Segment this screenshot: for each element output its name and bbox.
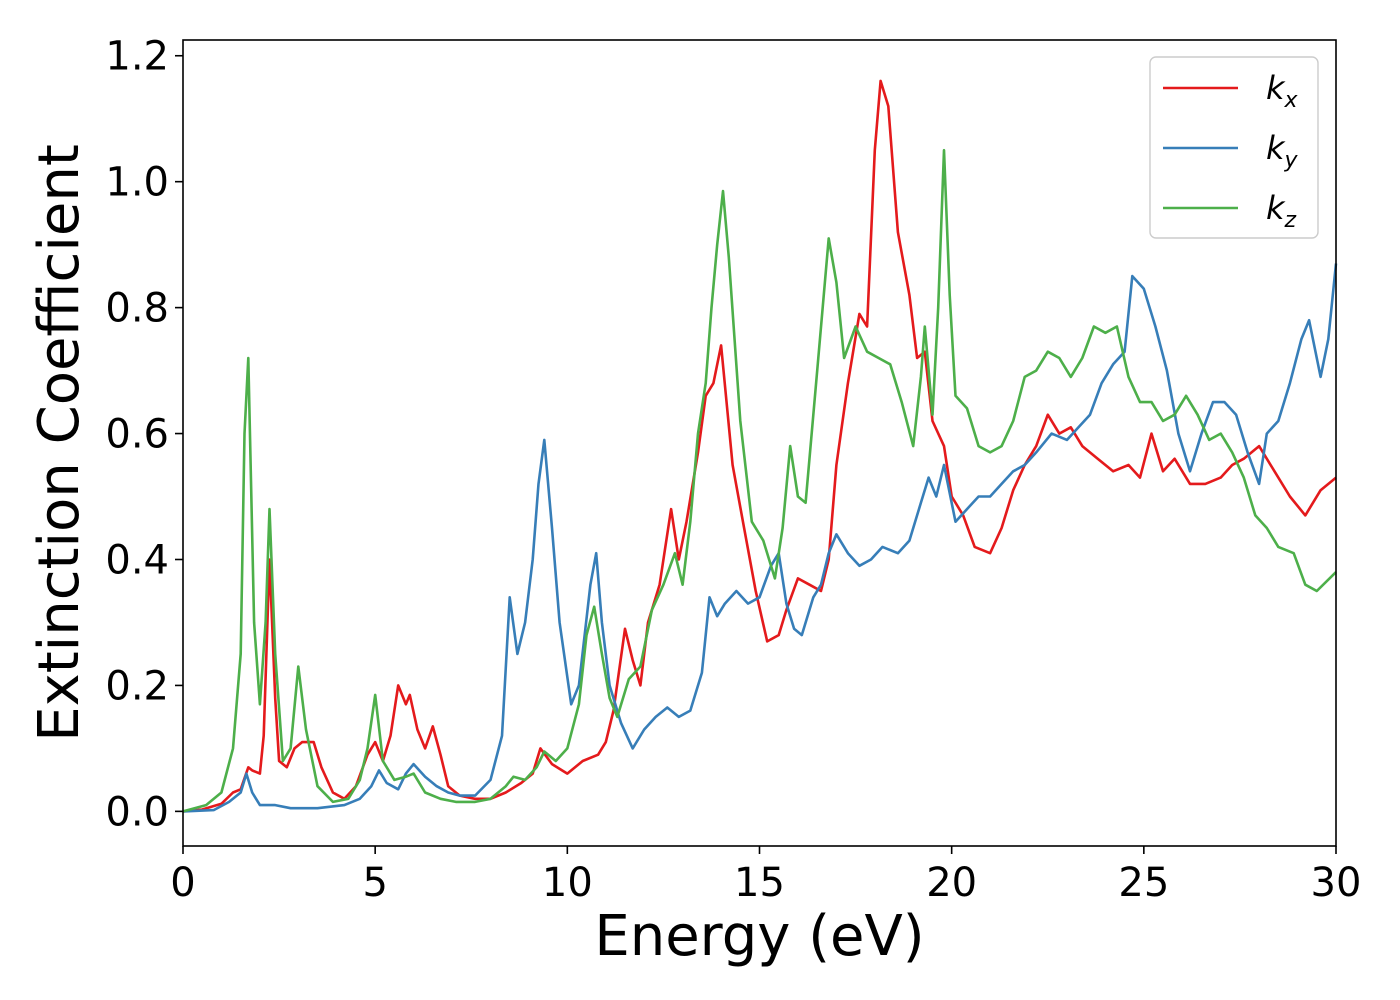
legend-label-kz: kz [1266, 189, 1297, 233]
y-tick-label: 0.6 [105, 412, 169, 458]
x-axis: 0 5 10 15 20 25 30 [170, 846, 1361, 906]
legend-label-base: k [1266, 69, 1286, 107]
x-axis-label: Energy (eV) [594, 904, 924, 969]
x-tick-label: 10 [542, 860, 593, 906]
x-tick-label: 0 [170, 860, 195, 906]
y-tick-label: 0.2 [105, 663, 169, 709]
series-line-kx [182, 79, 1337, 813]
legend-label-ky: ky [1266, 129, 1299, 173]
series-layer [182, 79, 1338, 813]
y-tick-label: 0.0 [105, 789, 169, 835]
legend-label-base: k [1266, 189, 1286, 227]
legend-label-subscript: y [1284, 148, 1299, 173]
x-tick-label: 15 [734, 860, 785, 906]
legend-label-base: k [1266, 129, 1286, 167]
y-axis: 0.0 0.2 0.4 0.6 0.8 1.0 1.2 [105, 34, 183, 835]
y-tick-label: 0.8 [105, 286, 169, 332]
x-tick-label: 30 [1311, 860, 1362, 906]
series-line-kz [182, 148, 1337, 813]
x-tick-label: 5 [362, 860, 387, 906]
series-line-ky [182, 263, 1338, 813]
x-tick-label: 20 [926, 860, 977, 906]
legend-label-subscript: z [1284, 208, 1297, 233]
legend-label-subscript: x [1284, 88, 1299, 113]
x-tick-label: 25 [1118, 860, 1169, 906]
legend-label-kx: kx [1266, 69, 1299, 113]
y-tick-label: 1.0 [105, 160, 169, 206]
y-axis-label: Extinction Coefficient [27, 144, 92, 742]
y-tick-label: 1.2 [105, 34, 169, 80]
y-tick-label: 0.4 [105, 537, 169, 583]
